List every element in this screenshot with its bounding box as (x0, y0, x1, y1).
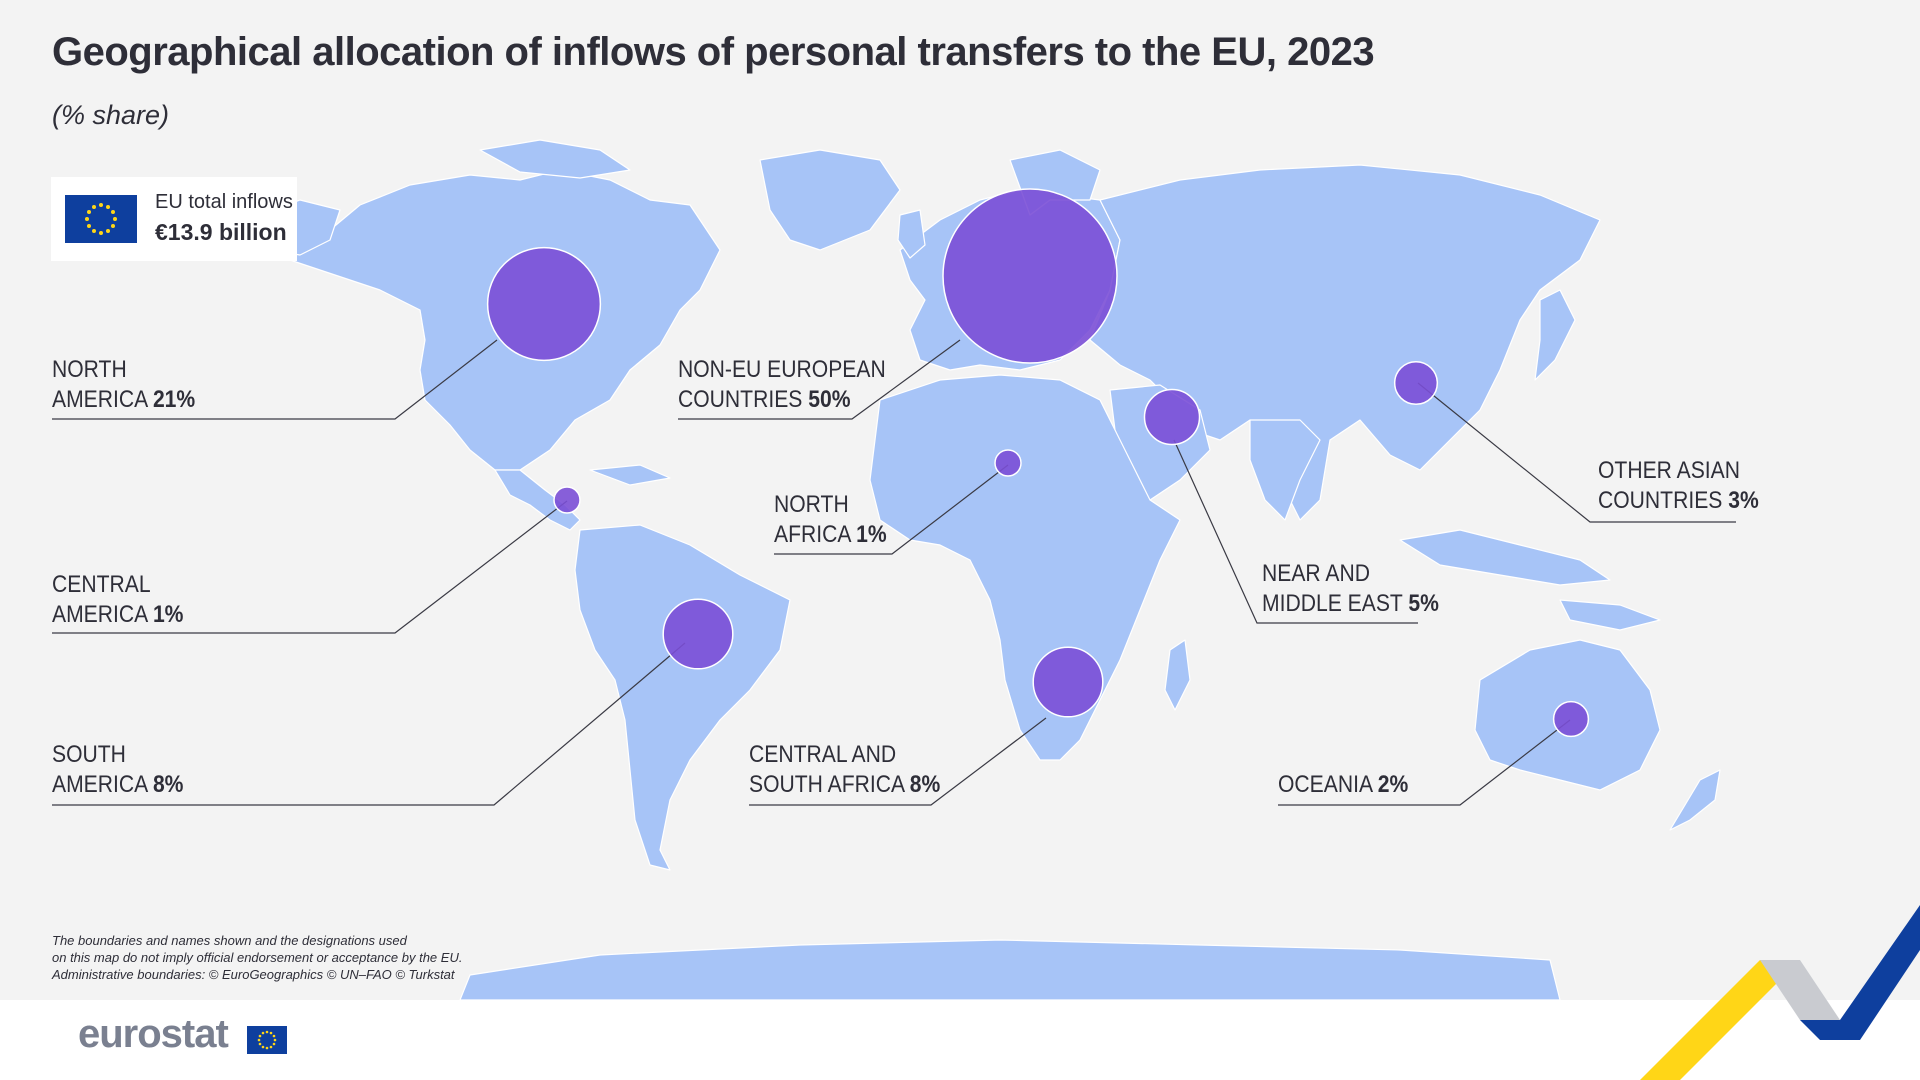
label-south-america: SOUTH AMERICA 8% (52, 740, 183, 800)
label-north-america: NORTH AMERICA 21% (52, 355, 195, 415)
land-new-zealand (1669, 769, 1721, 831)
label-near-middle-east: NEAR AND MIDDLE EAST 5% (1262, 559, 1439, 619)
bubble-other-asia (1393, 360, 1439, 406)
land-caribbean (589, 464, 671, 486)
label-value: 5% (1408, 590, 1439, 617)
disclaimer-line: Administrative boundaries: © EuroGeograp… (52, 967, 455, 982)
land-africa (869, 374, 1181, 761)
land-antarctica (459, 939, 1561, 1000)
bubble-south-america (662, 598, 734, 670)
disclaimer-line: on this map do not imply official endors… (52, 950, 463, 965)
land-south-america (574, 524, 791, 871)
land-asia (1089, 164, 1601, 521)
label-value: 8% (909, 771, 941, 798)
label-line2: COUNTRIES (1598, 487, 1723, 514)
bubble-non-eu-europe (942, 188, 1118, 364)
bubble-north-america (486, 246, 602, 362)
leader-non-eu-europe (678, 339, 961, 420)
label-line1: NEAR AND (1262, 560, 1370, 587)
leader-south-america (52, 642, 686, 806)
label-north-africa: NORTH AFRICA 1% (774, 490, 887, 550)
label-line2: AMERICA (52, 386, 148, 413)
label-value: 2% (1377, 771, 1409, 798)
land-se-asia-islands (1399, 529, 1611, 586)
bubble-north-africa (994, 449, 1022, 477)
leader-central-america (52, 500, 568, 634)
page-subtitle: (% share) (52, 100, 170, 130)
eurostat-logo[interactable]: eurostat (78, 1012, 229, 1056)
eu-flag-icon (65, 195, 137, 243)
label-value: 21% (152, 386, 196, 413)
bubble-near-middle-east (1143, 388, 1201, 446)
label-line2: AMERICA (52, 771, 148, 798)
decorative-ribbon (1640, 905, 1920, 1080)
label-line1: NON-EU EUROPEAN (678, 356, 886, 383)
label-line1: CENTRAL AND (749, 741, 897, 768)
label-value: 1% (152, 601, 184, 628)
label-line1: NORTH (52, 356, 127, 383)
leader-near-middle-east (1173, 439, 1418, 624)
bubble-central-america (553, 486, 581, 514)
land-madagascar (1164, 639, 1191, 711)
label-value: 8% (152, 771, 184, 798)
land-new-guinea (1559, 599, 1661, 631)
eu-total-value: €13.9 billion (155, 219, 287, 245)
land-greenland (759, 149, 901, 251)
footer (0, 1000, 1920, 1080)
page-title: Geographical allocation of inflows of pe… (52, 30, 1375, 74)
label-central-america: CENTRAL AMERICA 1% (52, 570, 183, 630)
label-line2: OCEANIA (1278, 771, 1372, 798)
land-arctic-canada (479, 139, 631, 179)
label-non-eu-europe: NON-EU EUROPEAN COUNTRIES 50% (678, 355, 886, 415)
label-line2: SOUTH AFRICA (749, 771, 904, 798)
bubble-central-south-africa (1032, 646, 1104, 718)
label-oceania: OCEANIA 2% (1278, 770, 1408, 800)
leader-north-america (52, 339, 498, 420)
label-line2: AFRICA (774, 521, 851, 548)
label-line2: AMERICA (52, 601, 148, 628)
bubble-oceania (1552, 700, 1590, 738)
disclaimer-line: The boundaries and names shown and the d… (52, 933, 407, 948)
label-central-south-africa: CENTRAL AND SOUTH AFRICA 8% (749, 740, 940, 800)
label-line1: CENTRAL (52, 571, 151, 598)
land-central-america (494, 469, 581, 531)
land-japan (1534, 289, 1576, 381)
label-value: 1% (856, 521, 887, 548)
land-india (1249, 419, 1321, 521)
label-line1: OTHER ASIAN (1598, 457, 1741, 484)
disclaimer: The boundaries and names shown and the d… (52, 932, 462, 983)
label-value: 3% (1728, 487, 1759, 514)
world-map (52, 139, 1736, 1000)
leader-oceania (1278, 719, 1571, 806)
label-value: 50% (808, 386, 851, 413)
eu-total-label: EU total inflows (155, 191, 293, 213)
label-line2: MIDDLE EAST (1262, 590, 1403, 617)
leader-other-asia (1417, 382, 1736, 523)
label-line1: SOUTH (52, 741, 126, 768)
label-line1: NORTH (774, 491, 849, 518)
leader-central-south-africa (749, 717, 1047, 806)
land-uk (897, 209, 926, 259)
label-line2: COUNTRIES (678, 386, 803, 413)
label-other-asia: OTHER ASIAN COUNTRIES 3% (1598, 456, 1759, 516)
eu-flag-logo-icon (247, 1026, 287, 1054)
eu-total-box: EU total inflows €13.9 billion (51, 177, 297, 261)
leader-north-africa (774, 464, 1009, 555)
